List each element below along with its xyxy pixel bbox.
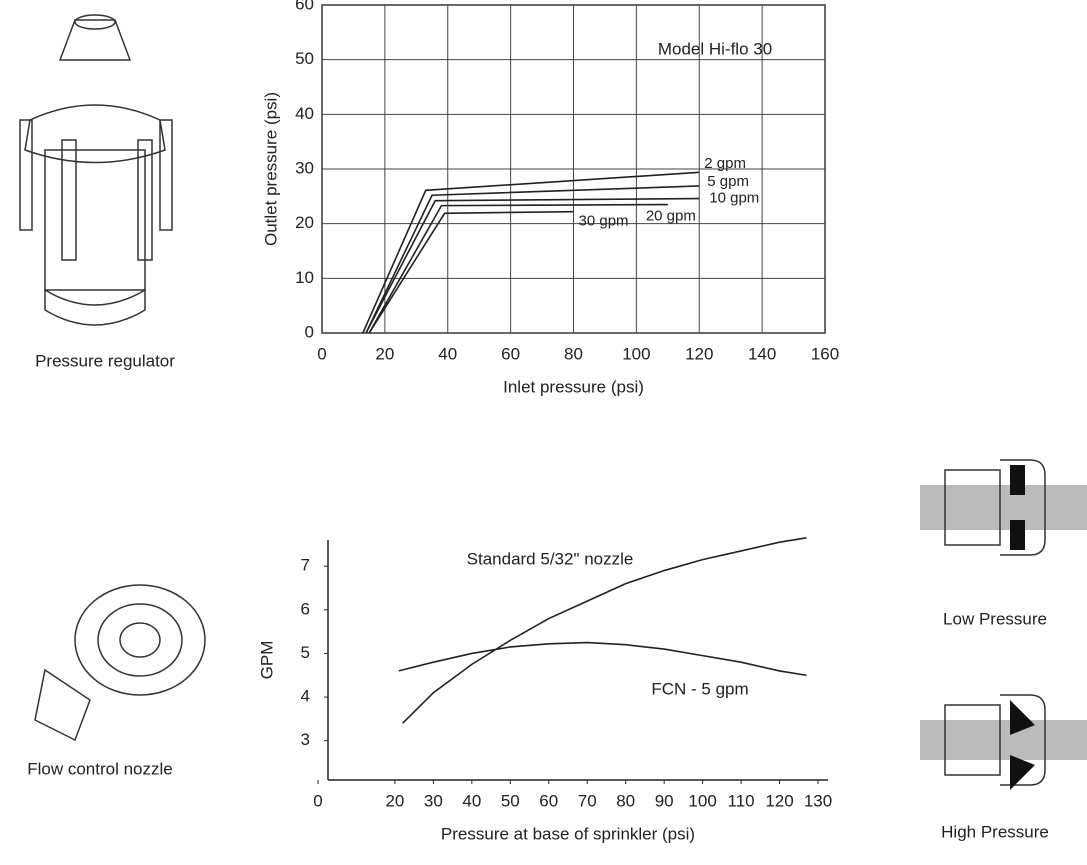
- x-tick-label: 60: [501, 344, 520, 363]
- series-label: 2 gpm: [704, 155, 746, 172]
- annotation: Standard 5/32" nozzle: [467, 549, 634, 568]
- annotation: Model Hi-flo 30: [658, 39, 772, 58]
- x-axis-label: Inlet pressure (psi): [503, 377, 644, 396]
- series-line: [368, 210, 574, 334]
- caption: Low Pressure: [943, 609, 1047, 628]
- y-tick-label: 30: [295, 158, 314, 177]
- x-tick-label: 80: [616, 791, 635, 810]
- x-tick-label: 40: [438, 344, 457, 363]
- series-line: [402, 537, 807, 724]
- x-tick-label: 40: [462, 791, 481, 810]
- x-tick-label: 0: [313, 791, 322, 810]
- series-line: [365, 197, 700, 334]
- y-tick-label: 40: [295, 104, 314, 123]
- caption: Flow control nozzle: [27, 759, 173, 778]
- series-label: 5 gpm: [707, 173, 749, 190]
- nozzle-illustration: [34, 584, 206, 742]
- y-tick-label: 10: [295, 268, 314, 287]
- x-tick-label: 140: [748, 344, 776, 363]
- series-label: 10 gpm: [709, 189, 759, 206]
- y-tick-label: 50: [295, 49, 314, 68]
- x-tick-label: 70: [578, 791, 597, 810]
- y-axis-label: GPM: [257, 641, 276, 680]
- x-tick-label: 120: [765, 791, 793, 810]
- regulator-illustration: [19, 14, 173, 326]
- series-label: 30 gpm: [579, 213, 629, 230]
- x-tick-label: 30: [424, 791, 443, 810]
- x-tick-label: 130: [804, 791, 832, 810]
- x-tick-label: 100: [688, 791, 716, 810]
- caption: High Pressure: [941, 822, 1049, 841]
- x-axis-label: Pressure at base of sprinkler (psi): [441, 824, 695, 843]
- y-tick-label: 6: [301, 599, 310, 618]
- caption: Pressure regulator: [35, 351, 175, 370]
- y-tick-label: 0: [305, 322, 314, 341]
- y-tick-label: 4: [301, 687, 310, 706]
- annotation: FCN - 5 gpm: [651, 679, 748, 698]
- x-tick-label: 50: [501, 791, 520, 810]
- x-tick-label: 20: [375, 344, 394, 363]
- x-tick-label: 90: [655, 791, 674, 810]
- x-tick-label: 160: [811, 344, 839, 363]
- x-tick-label: 110: [728, 791, 755, 810]
- series-line: [365, 185, 700, 334]
- y-tick-label: 20: [295, 213, 314, 232]
- y-tick-label: 3: [301, 730, 310, 749]
- x-tick-label: 100: [622, 344, 650, 363]
- series-label: 20 gpm: [646, 208, 696, 225]
- high-pressure-illustration: [920, 694, 1087, 790]
- x-tick-label: 80: [564, 344, 583, 363]
- x-tick-label: 60: [539, 791, 558, 810]
- y-tick-label: 60: [295, 0, 314, 13]
- y-axis-label: Outlet pressure (psi): [261, 92, 280, 246]
- x-tick-label: 0: [317, 344, 326, 363]
- y-tick-label: 7: [301, 556, 310, 575]
- x-tick-label: 120: [685, 344, 713, 363]
- low-pressure-illustration: [920, 459, 1087, 556]
- series-line: [368, 203, 668, 334]
- series-line: [398, 641, 807, 677]
- x-tick-label: 20: [385, 791, 404, 810]
- series-line: [362, 171, 700, 334]
- y-tick-label: 5: [301, 643, 310, 662]
